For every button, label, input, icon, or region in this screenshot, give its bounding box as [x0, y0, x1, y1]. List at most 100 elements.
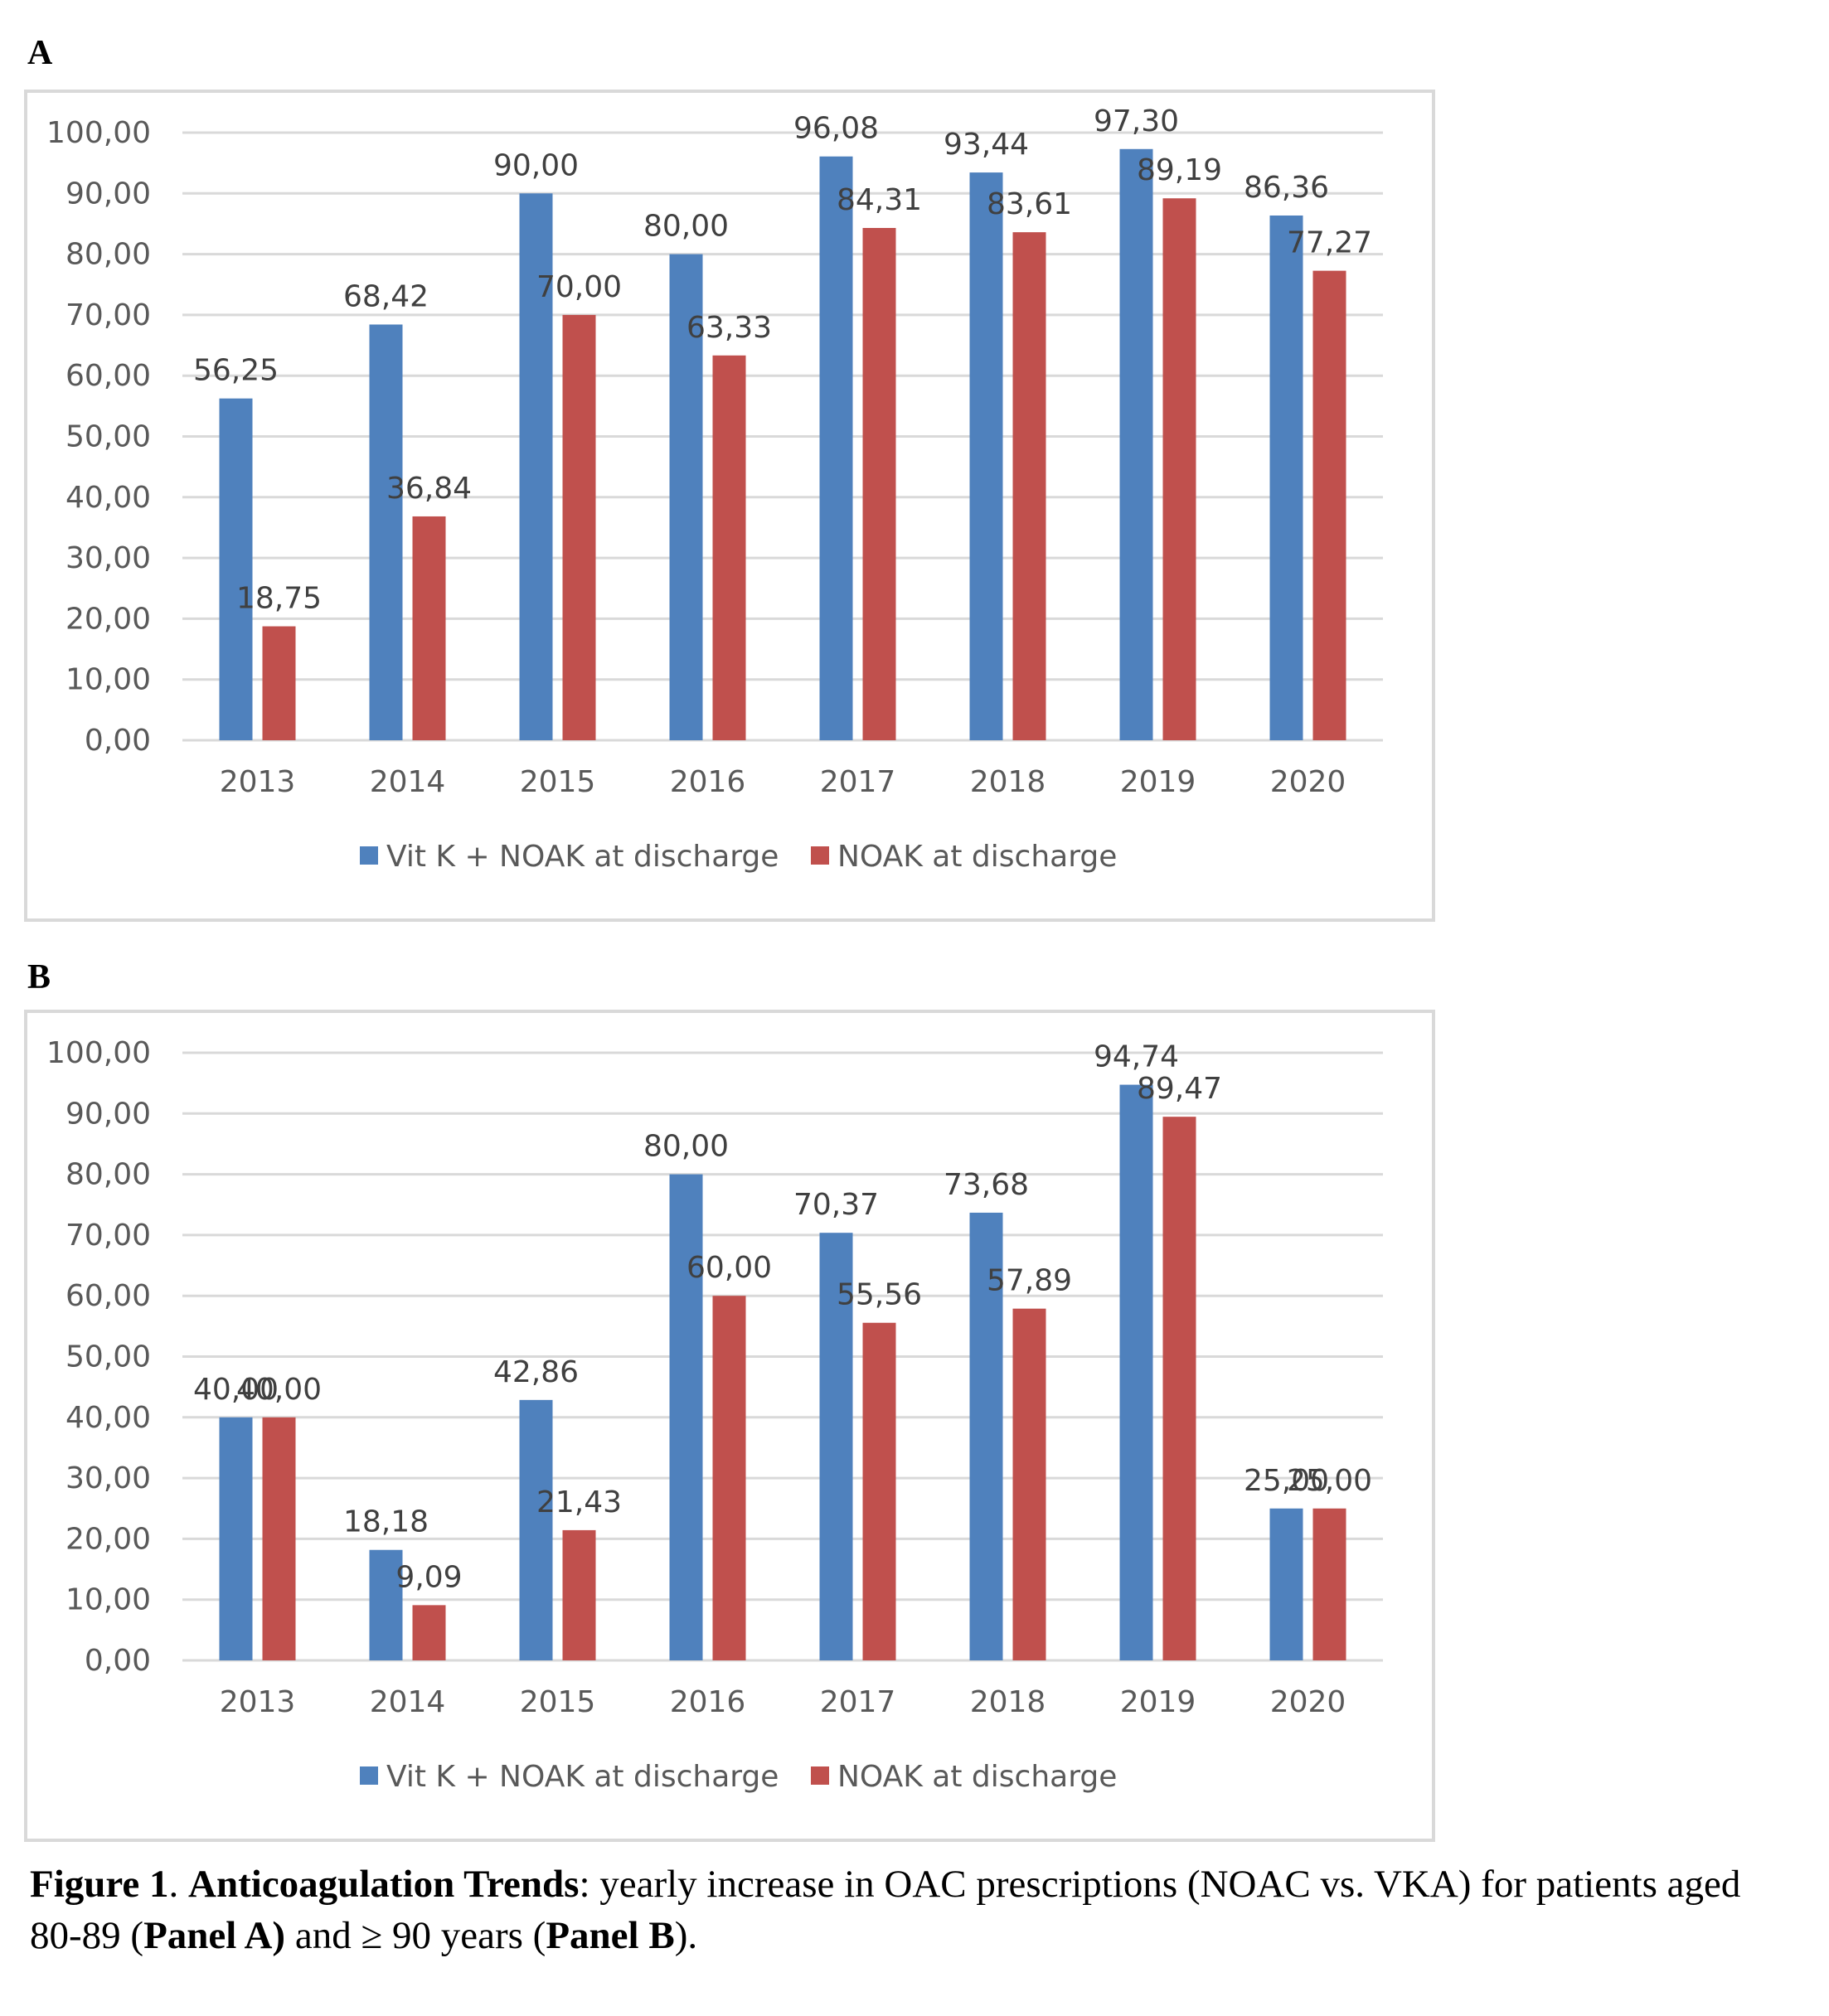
bar-noak: [712, 1296, 746, 1660]
data-label: 40,00: [193, 1373, 279, 1407]
data-label: 93,44: [944, 128, 1029, 162]
bar-vitk-noak: [369, 324, 403, 740]
y-tick-label: 20,00: [65, 1522, 151, 1556]
data-label: 73,68: [944, 1168, 1029, 1202]
data-label: 94,74: [1094, 1040, 1179, 1074]
bar-vitk-noak: [519, 193, 553, 741]
y-tick-label: 10,00: [65, 1583, 151, 1617]
panel-a-label: A: [27, 34, 53, 72]
caption-title: Anticoagulation Trends: [188, 1863, 580, 1906]
legend-label: NOAK at discharge: [837, 840, 1117, 874]
y-tick-label: 10,00: [65, 663, 151, 697]
x-tick-label: 2019: [1120, 1685, 1196, 1719]
data-label: 60,00: [686, 1251, 772, 1285]
bar-vitk-noak: [1119, 1084, 1153, 1660]
bar-vitk-noak: [219, 1417, 253, 1660]
y-tick-label: 0,00: [85, 1644, 151, 1678]
x-tick-label: 2015: [520, 765, 596, 799]
data-label: 90,00: [493, 148, 579, 182]
y-tick-label: 70,00: [65, 1219, 151, 1253]
y-tick-label: 50,00: [65, 1340, 151, 1374]
data-label: 40,00: [236, 1373, 322, 1407]
legend-swatch: [811, 1766, 829, 1785]
data-label: 68,42: [343, 279, 429, 313]
x-tick-label: 2016: [670, 765, 746, 799]
y-tick-label: 80,00: [65, 238, 151, 272]
panel-b-label: B: [27, 958, 51, 996]
y-tick-label: 100,00: [46, 1036, 151, 1070]
bar-vitk-noak: [969, 172, 1003, 741]
caption-text-2: and ≥ 90 years (: [285, 1914, 546, 1957]
data-label: 86,36: [1244, 171, 1329, 205]
data-label: 89,47: [1137, 1072, 1222, 1106]
y-tick-label: 30,00: [65, 541, 151, 575]
x-tick-label: 2017: [820, 765, 896, 799]
bar-vitk-noak: [519, 1399, 553, 1660]
data-label: 84,31: [837, 183, 922, 217]
bar-vitk-noak: [969, 1212, 1003, 1660]
data-label: 42,86: [493, 1355, 579, 1389]
caption-text-3: ).: [674, 1914, 698, 1957]
data-label: 36,84: [386, 472, 472, 506]
x-tick-label: 2014: [370, 765, 446, 799]
data-label: 55,56: [837, 1278, 922, 1312]
bar-vitk-noak: [669, 254, 703, 741]
bar-noak: [1162, 198, 1196, 740]
data-label: 77,27: [1287, 226, 1372, 260]
chart-panel-a: 0,00 10,00 20,00 30,00 40,00 50,00 60,00 70,00 8…: [24, 90, 1435, 922]
y-tick-label: 0,00: [85, 724, 151, 758]
legend-label: Vit K + NOAK at discharge: [386, 1760, 779, 1794]
caption-sep: .: [168, 1863, 189, 1906]
bar-noak: [1312, 1508, 1346, 1660]
y-tick-label: 90,00: [65, 177, 151, 211]
legend-swatch: [360, 846, 378, 865]
y-tick-label: 60,00: [65, 359, 151, 393]
bar-vitk-noak: [669, 1174, 703, 1660]
y-tick-label: 30,00: [65, 1461, 151, 1495]
bar-noak: [262, 626, 296, 740]
x-tick-label: 2018: [970, 1685, 1046, 1719]
x-tick-label: 2020: [1270, 765, 1346, 799]
y-tick-label: 20,00: [65, 602, 151, 636]
bar-noak: [412, 516, 446, 740]
bar-noak: [262, 1417, 296, 1660]
x-tick-label: 2013: [220, 765, 296, 799]
x-tick-label: 2020: [1270, 1685, 1346, 1719]
caption-text-1: : yearly increase in OAC prescriptions (…: [30, 1863, 1741, 1957]
x-tick-label: 2015: [520, 1685, 596, 1719]
data-label: 70,00: [536, 270, 622, 304]
data-label: 56,25: [193, 354, 279, 388]
y-tick-label: 60,00: [65, 1279, 151, 1313]
bar-noak: [562, 314, 596, 740]
x-tick-label: 2016: [670, 1685, 746, 1719]
x-tick-label: 2014: [370, 1685, 446, 1719]
bar-noak: [1312, 270, 1346, 740]
x-tick-label: 2013: [220, 1685, 296, 1719]
data-label: 80,00: [643, 1130, 729, 1164]
legend-swatch: [360, 1766, 378, 1785]
legend-swatch: [811, 846, 829, 865]
bar-vitk-noak: [819, 156, 853, 741]
figure-caption: Figure 1. Anticoagulation Trends: yearly…: [30, 1858, 1771, 1961]
bar-noak: [1012, 1308, 1046, 1660]
bar-noak: [562, 1529, 596, 1660]
data-label: 83,61: [987, 187, 1072, 221]
x-tick-label: 2019: [1120, 765, 1196, 799]
legend-label: Vit K + NOAK at discharge: [386, 840, 779, 874]
bar-vitk-noak: [219, 398, 253, 740]
data-label: 25,00: [1244, 1464, 1329, 1498]
bar-noak: [1012, 232, 1046, 741]
bar-vitk-noak: [1119, 148, 1153, 740]
data-label: 89,19: [1137, 153, 1222, 187]
data-label: 18,75: [236, 582, 322, 616]
bar-noak: [862, 228, 896, 740]
x-tick-label: 2018: [970, 765, 1046, 799]
y-tick-label: 40,00: [65, 1401, 151, 1435]
bar-vitk-noak: [1269, 215, 1303, 740]
caption-figure-label: Figure 1: [30, 1863, 169, 1906]
data-label: 63,33: [686, 311, 772, 345]
bar-noak: [712, 355, 746, 740]
y-tick-label: 70,00: [65, 298, 151, 332]
data-label: 25,00: [1287, 1464, 1372, 1498]
x-tick-label: 2017: [820, 1685, 896, 1719]
